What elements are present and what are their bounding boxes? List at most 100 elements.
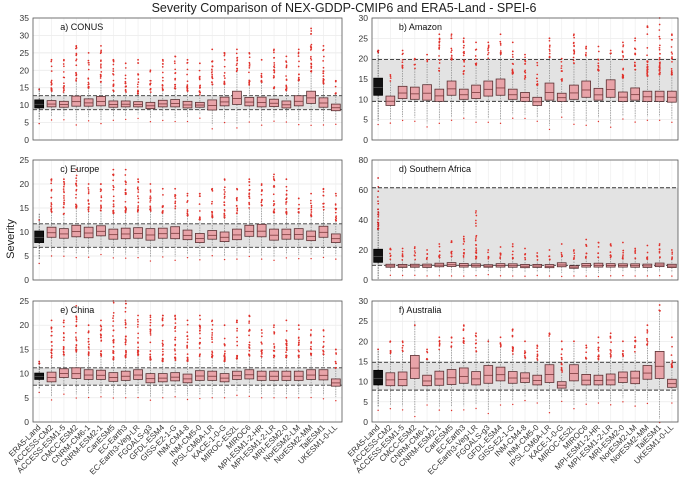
outlier-point bbox=[137, 117, 139, 120]
outlier-point bbox=[248, 341, 251, 344]
outlier-point bbox=[99, 354, 102, 356]
outlier-point bbox=[512, 117, 514, 119]
box-EC-Earth3 bbox=[120, 370, 131, 381]
outlier-point bbox=[413, 250, 416, 252]
outlier-point bbox=[248, 181, 251, 183]
outlier-point bbox=[87, 337, 90, 340]
outlier-point bbox=[161, 354, 164, 356]
outlier-point bbox=[634, 250, 636, 253]
outlier-point bbox=[273, 211, 276, 214]
outlier-point bbox=[285, 193, 288, 196]
outlier-point bbox=[511, 335, 514, 338]
outlier-point bbox=[377, 196, 379, 198]
box-MIROC-ES2L bbox=[569, 84, 579, 100]
outlier-point bbox=[475, 41, 477, 44]
outlier-point bbox=[450, 47, 453, 50]
outlier-point bbox=[211, 338, 213, 340]
outlier-point bbox=[248, 121, 250, 123]
outlier-point bbox=[87, 87, 90, 89]
outlier-point bbox=[50, 255, 53, 257]
outlier-point bbox=[149, 260, 152, 262]
outlier-point bbox=[248, 255, 250, 258]
outlier-point bbox=[137, 320, 139, 323]
outlier-point bbox=[75, 196, 77, 199]
outlier-point bbox=[51, 344, 53, 347]
outlier-point bbox=[124, 206, 127, 208]
outlier-point bbox=[322, 81, 325, 83]
box-FGOALS-g3 bbox=[483, 365, 494, 384]
box-UKESM1-0-LL bbox=[667, 90, 677, 103]
outlier-point bbox=[671, 57, 673, 60]
outlier-point bbox=[462, 37, 465, 40]
outlier-point bbox=[322, 72, 325, 74]
outlier-point bbox=[285, 75, 287, 77]
outlier-point bbox=[125, 351, 127, 354]
outlier-point bbox=[50, 179, 53, 182]
outlier-point bbox=[634, 275, 636, 277]
outlier-point bbox=[174, 200, 177, 203]
outlier-point bbox=[285, 65, 288, 68]
outlier-point bbox=[87, 346, 90, 348]
outlier-point bbox=[511, 41, 514, 44]
outlier-point bbox=[658, 48, 661, 51]
box-GISS-E2-1-G bbox=[507, 371, 518, 384]
outlier-point bbox=[585, 245, 588, 247]
box-CNRM-ESM2-1 bbox=[434, 88, 445, 102]
outlier-point bbox=[87, 68, 90, 71]
outlier-point bbox=[438, 47, 440, 49]
outlier-point bbox=[524, 351, 526, 354]
outlier-point bbox=[137, 180, 140, 183]
outlier-point bbox=[125, 339, 127, 342]
outlier-point bbox=[634, 64, 636, 66]
outlier-point bbox=[560, 340, 563, 343]
outlier-point bbox=[223, 82, 226, 85]
outlier-point bbox=[334, 85, 337, 88]
outlier-point bbox=[236, 319, 238, 322]
outlier-point bbox=[475, 407, 477, 410]
outlier-point bbox=[112, 89, 114, 92]
outlier-point bbox=[124, 193, 127, 196]
outlier-point bbox=[548, 412, 551, 414]
outlier-point bbox=[511, 50, 514, 53]
outlier-point bbox=[149, 83, 151, 86]
outlier-point bbox=[125, 208, 127, 211]
outlier-point bbox=[149, 330, 152, 333]
outlier-point bbox=[112, 312, 115, 314]
outlier-point bbox=[137, 178, 139, 181]
outlier-point bbox=[474, 346, 477, 349]
outlier-point bbox=[499, 252, 502, 255]
outlier-point bbox=[298, 328, 300, 331]
outlier-point bbox=[414, 120, 416, 122]
outlier-point bbox=[622, 354, 625, 357]
outlier-point bbox=[310, 69, 313, 72]
outlier-point bbox=[646, 329, 649, 331]
outlier-point bbox=[671, 402, 673, 404]
box-CMCC-ESM2 bbox=[410, 86, 420, 100]
outlier-point bbox=[137, 92, 139, 95]
outlier-point bbox=[236, 344, 239, 347]
outlier-point bbox=[536, 350, 539, 353]
outlier-point bbox=[112, 339, 115, 342]
outlier-point bbox=[670, 249, 673, 251]
outlier-point bbox=[414, 252, 417, 254]
outlier-point bbox=[572, 62, 575, 64]
outlier-point bbox=[646, 402, 649, 405]
outlier-point bbox=[597, 45, 600, 48]
box-MPI-ESM1-2-LR bbox=[269, 228, 279, 241]
outlier-point bbox=[162, 79, 164, 82]
box-MPI-ESM1-2-HR bbox=[593, 374, 604, 386]
outlier-point bbox=[671, 121, 673, 124]
outlier-point bbox=[186, 200, 189, 202]
outlier-point bbox=[285, 344, 288, 346]
outlier-point bbox=[499, 257, 502, 260]
outlier-point bbox=[273, 87, 276, 89]
outlier-point bbox=[63, 178, 65, 181]
outlier-point bbox=[426, 404, 428, 406]
outlier-point bbox=[572, 49, 575, 52]
box-GISS-E2-1-G bbox=[507, 88, 518, 100]
outlier-point bbox=[100, 200, 102, 202]
outlier-point bbox=[211, 187, 214, 190]
outlier-point bbox=[248, 322, 250, 324]
